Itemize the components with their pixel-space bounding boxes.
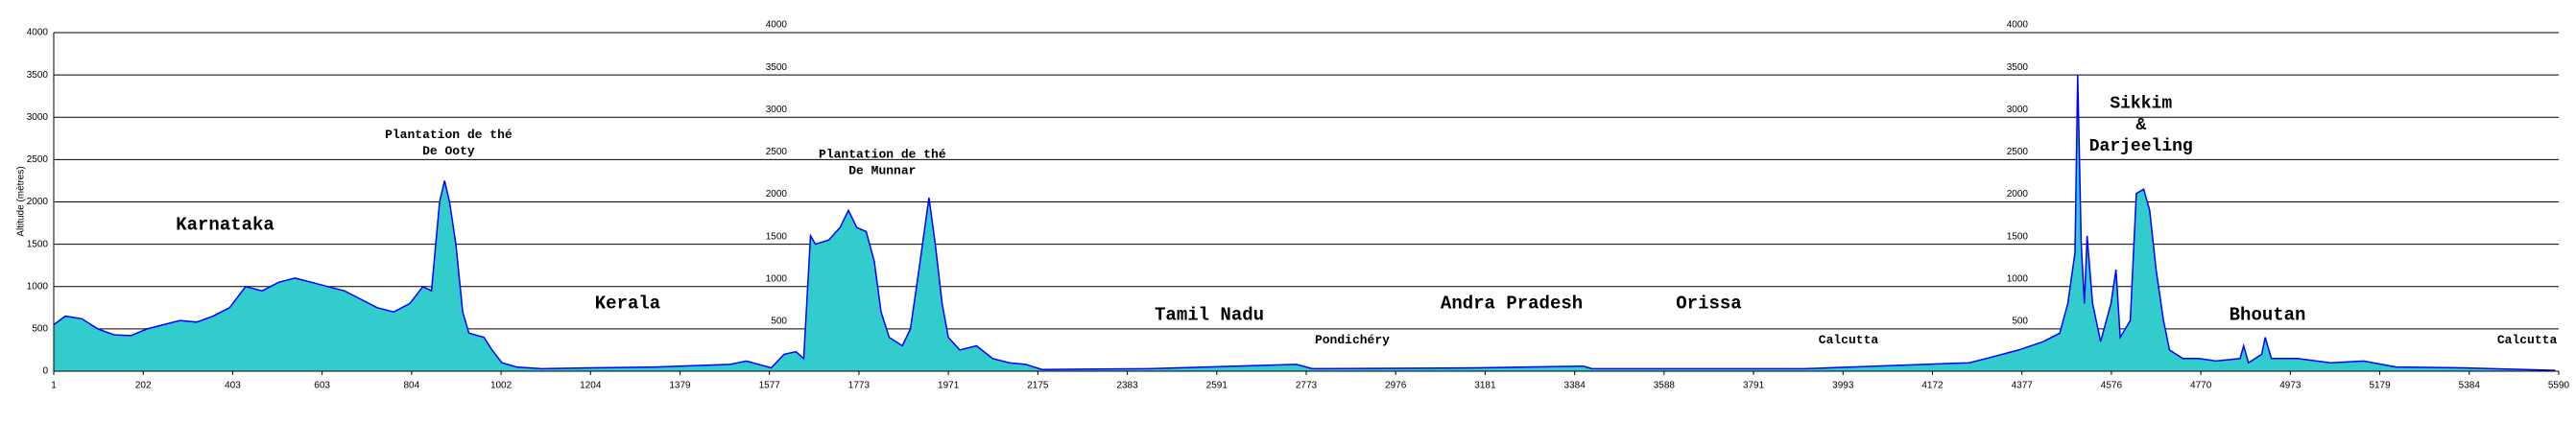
annotation: Plantation de thé xyxy=(819,147,946,161)
x-tick-label: 4576 xyxy=(2101,381,2123,391)
x-tick-label: 603 xyxy=(314,381,330,391)
annotation: Karnataka xyxy=(176,215,274,236)
x-tick-label: 4770 xyxy=(2190,381,2212,391)
area-line xyxy=(53,75,2556,371)
y-tick-label-repeat: 2000 xyxy=(766,189,788,200)
x-tick-label: 403 xyxy=(225,381,241,391)
y-axis-label: Altitude (mètres) xyxy=(16,166,27,236)
y-tick-label: 2000 xyxy=(27,197,49,207)
area-fill xyxy=(54,75,2556,371)
annotation: Kerala xyxy=(595,294,660,315)
y-tick-label-repeat: 1500 xyxy=(766,231,788,242)
y-tick-label-repeat: 3000 xyxy=(766,105,788,115)
x-tick-label: 3791 xyxy=(1743,381,1765,391)
x-tick-label: 1204 xyxy=(580,381,602,391)
y-tick-label-repeat: 2500 xyxy=(766,147,788,157)
x-tick-label: 2976 xyxy=(1385,381,1407,391)
annotation: Tamil Nadu xyxy=(1155,305,1264,326)
x-tick-label: 1773 xyxy=(848,381,871,391)
x-tick-label: 5179 xyxy=(2369,381,2391,391)
y-tick-label-repeat: 2000 xyxy=(2007,189,2029,200)
x-tick-label: 5384 xyxy=(2459,381,2481,391)
annotation: Plantation de thé xyxy=(385,128,513,142)
x-tick-label: 1 xyxy=(51,381,57,391)
y-tick-label-repeat: 4000 xyxy=(2007,20,2029,31)
x-tick-label: 2773 xyxy=(1296,381,1318,391)
y-tick-label-repeat: 500 xyxy=(2012,317,2028,327)
x-tick-label: 4377 xyxy=(2012,381,2034,391)
x-tick-label: 3588 xyxy=(1654,381,1676,391)
annotation: De Ooty xyxy=(422,144,475,158)
y-tick-label-repeat: 500 xyxy=(771,317,787,327)
annotation: Bhoutan xyxy=(2230,305,2306,326)
annotation: De Munnar xyxy=(848,163,916,177)
annotation: Sikkim xyxy=(2110,95,2172,114)
x-tick-label: 2383 xyxy=(1116,381,1138,391)
x-tick-label: 1577 xyxy=(759,381,781,391)
y-tick-label-repeat: 1000 xyxy=(766,273,788,284)
y-tick-label: 4000 xyxy=(27,28,49,38)
annotation: Calcutta xyxy=(1819,333,1879,347)
x-tick-label: 4973 xyxy=(2279,381,2302,391)
y-tick-label-repeat: 1000 xyxy=(2007,273,2029,284)
annotation: Orissa xyxy=(1676,294,1741,315)
y-tick-label-repeat: 4000 xyxy=(766,20,788,31)
x-tick-label: 1379 xyxy=(669,381,691,391)
y-tick-label: 3500 xyxy=(27,70,49,81)
y-tick-label: 2500 xyxy=(27,154,49,165)
x-tick-label: 5590 xyxy=(2548,381,2570,391)
x-tick-label: 202 xyxy=(135,381,152,391)
x-tick-label: 2175 xyxy=(1027,381,1049,391)
x-tick-label: 4172 xyxy=(1921,381,1944,391)
x-tick-label: 1971 xyxy=(938,381,960,391)
annotation: & xyxy=(2135,116,2146,135)
y-tick-label-repeat: 1500 xyxy=(2007,231,2029,242)
annotation: Calcutta xyxy=(2497,333,2558,347)
y-tick-label-repeat: 3500 xyxy=(2007,62,2029,73)
y-tick-label: 500 xyxy=(32,324,48,335)
y-tick-label-repeat: 3000 xyxy=(2007,105,2029,115)
y-tick-label-repeat: 3500 xyxy=(766,62,788,73)
x-tick-label: 2591 xyxy=(1206,381,1228,391)
annotation: Pondichéry xyxy=(1315,333,1390,347)
x-tick-label: 3384 xyxy=(1564,381,1586,391)
y-tick-label-repeat: 2500 xyxy=(2007,147,2029,157)
x-tick-label: 804 xyxy=(404,381,420,391)
x-tick-label: 3993 xyxy=(1832,381,1854,391)
y-tick-label: 1000 xyxy=(27,281,49,292)
y-tick-label: 3000 xyxy=(27,112,49,123)
x-tick-label: 3181 xyxy=(1474,381,1496,391)
y-tick-label: 0 xyxy=(42,366,48,377)
x-tick-label: 1002 xyxy=(490,381,513,391)
y-tick-label: 1500 xyxy=(27,239,49,249)
annotation: Darjeeling xyxy=(2089,137,2193,156)
annotation: Andra Pradesh xyxy=(1441,294,1583,315)
